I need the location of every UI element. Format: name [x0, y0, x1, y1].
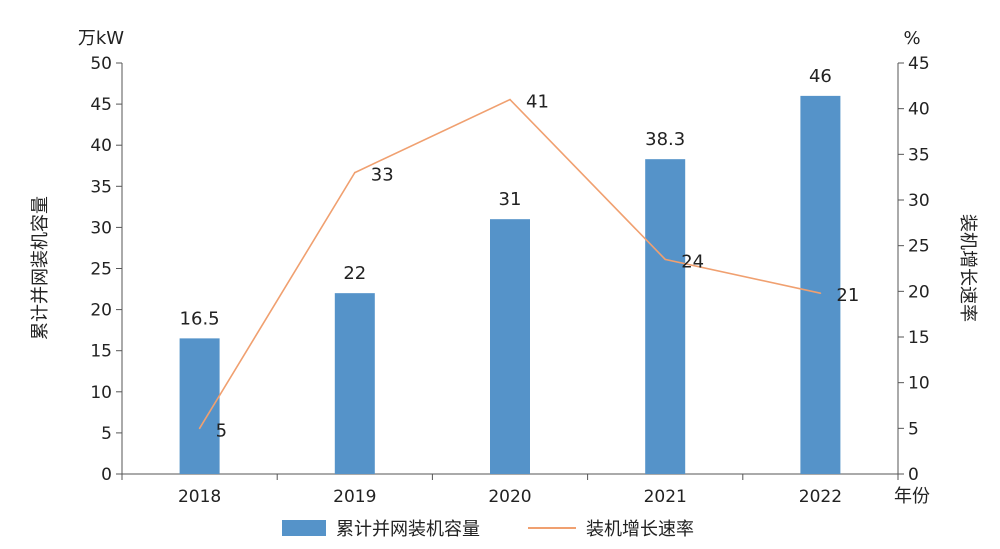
left-axis-title: 累计并网装机容量 — [30, 196, 51, 340]
bar-data-label: 31 — [499, 189, 522, 210]
left-tick-label: 25 — [90, 260, 112, 280]
right-tick-label: 30 — [908, 191, 930, 211]
legend-label-line: 装机增长速率 — [586, 519, 694, 540]
left-tick-label: 0 — [101, 465, 112, 485]
left-tick-label: 15 — [90, 342, 112, 362]
legend-swatch-line — [528, 527, 576, 529]
line-series — [198, 98, 822, 430]
right-tick-label: 0 — [908, 465, 919, 485]
line-data-label: 41 — [526, 92, 549, 113]
right-axis-title: 装机增长速率 — [957, 214, 978, 322]
x-tick-label: 2021 — [644, 487, 687, 507]
right-tick-label: 15 — [908, 328, 930, 348]
line-data-label: 21 — [836, 285, 859, 306]
line-data-label: 5 — [216, 420, 227, 441]
line-point — [819, 292, 822, 294]
right-axis-unit: % — [903, 28, 920, 49]
right-tick-label: 25 — [908, 237, 930, 257]
right-tick-label: 5 — [908, 419, 919, 439]
bar — [645, 159, 686, 474]
combo-chart: 0 5 10 15 20 25 30 35 40 45 50 0 5 10 15 20 25 30 35 40 45 20… — [30, 28, 978, 507]
right-tick-label: 10 — [908, 374, 930, 394]
left-tick-label: 30 — [90, 218, 112, 238]
line-point — [198, 427, 201, 430]
x-axis-unit: 年份 — [894, 486, 930, 507]
legend-item-bar: 累计并网装机容量 — [282, 515, 480, 541]
chart-axes: 0 5 10 15 20 25 30 35 40 45 50 0 5 10 15 20 25 30 35 40 45 20… — [90, 54, 929, 507]
line-point — [664, 258, 666, 261]
bar-data-label: 16.5 — [180, 308, 220, 329]
left-tick-label: 5 — [101, 424, 112, 444]
line-point — [509, 98, 511, 101]
left-tick-label: 45 — [90, 95, 112, 115]
left-tick-label: 20 — [90, 301, 112, 321]
left-axis-unit: 万kW — [78, 28, 124, 49]
left-tick-label: 10 — [90, 383, 112, 403]
line-data-label: 33 — [371, 165, 394, 186]
bar — [490, 219, 530, 474]
data-labels: 16.5 22 31 38.3 46 5 33 41 24 21 — [180, 66, 860, 441]
x-tick-label: 2018 — [178, 487, 221, 507]
right-tick-label: 40 — [908, 100, 930, 120]
legend-label-bar: 累计并网装机容量 — [336, 519, 480, 540]
x-tick-label: 2019 — [333, 487, 376, 507]
left-tick-label: 50 — [90, 54, 112, 74]
x-tick-label: 2020 — [488, 487, 531, 507]
line-point — [354, 171, 356, 174]
right-tick-label: 20 — [908, 282, 930, 302]
left-tick-label: 35 — [90, 177, 112, 197]
legend-swatch-bar — [282, 520, 326, 536]
bar-data-label: 38.3 — [645, 129, 685, 150]
chart-legend: 累计并网装机容量 装机增长速率 — [0, 515, 1000, 545]
bar-series — [179, 95, 841, 474]
left-tick-label: 40 — [90, 136, 112, 156]
bar-data-label: 22 — [343, 263, 366, 284]
legend-item-line: 装机增长速率 — [528, 515, 694, 541]
bar-data-label: 46 — [809, 66, 832, 87]
bar — [334, 293, 375, 474]
line-data-label: 24 — [681, 251, 704, 272]
bar — [800, 95, 841, 474]
x-tick-label: 2022 — [799, 487, 842, 507]
right-tick-label: 45 — [908, 54, 930, 74]
right-tick-label: 35 — [908, 145, 930, 165]
